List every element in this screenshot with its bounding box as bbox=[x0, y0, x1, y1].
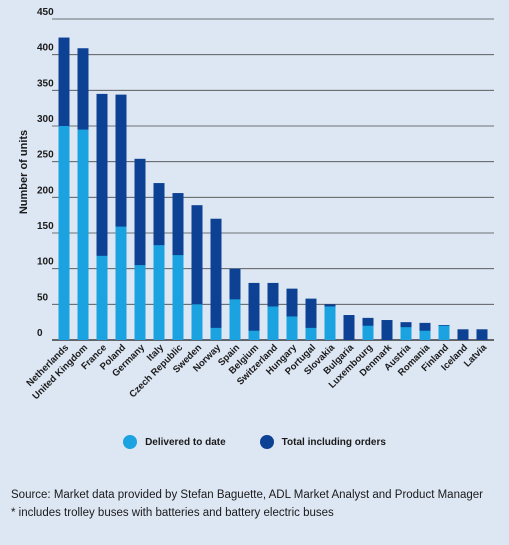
y-tick-label: 300 bbox=[37, 114, 54, 125]
bar-delivered bbox=[96, 255, 108, 340]
y-tick-label: 250 bbox=[37, 150, 54, 161]
legend-swatch-delivered bbox=[123, 435, 138, 449]
chart-legend: Delivered to date Total including orders bbox=[0, 432, 509, 452]
y-tick-label: 350 bbox=[37, 78, 54, 89]
y-tick-label: 0 bbox=[37, 328, 43, 339]
legend-item-total: Total including orders bbox=[259, 435, 386, 449]
chart-svg: 0 50 100 150 200 250 300 350 400 450 NetherlandsU… bbox=[18, 7, 494, 402]
y-tick-label: 400 bbox=[37, 43, 54, 54]
bar-total bbox=[286, 288, 298, 340]
bar-layer bbox=[58, 37, 488, 341]
legend-swatch-total bbox=[259, 435, 274, 449]
bar-delivered bbox=[134, 265, 146, 340]
bar-delivered bbox=[305, 327, 317, 340]
bar-total bbox=[248, 282, 260, 340]
y-axis-label: Number of units bbox=[18, 130, 30, 214]
bar-total bbox=[96, 93, 108, 341]
source-text: Source: Market data provided by Stefan B… bbox=[11, 489, 483, 501]
bar-delivered bbox=[438, 325, 450, 340]
bar-total bbox=[210, 218, 222, 340]
bar-total bbox=[305, 298, 317, 340]
bar-delivered bbox=[362, 325, 374, 340]
bar-total bbox=[457, 329, 469, 340]
bar-delivered bbox=[324, 306, 336, 340]
legend-label-delivered: Delivered to date bbox=[145, 436, 226, 448]
bar-total bbox=[381, 320, 393, 340]
bar-delivered bbox=[267, 306, 279, 340]
legend-label-total: Total including orders bbox=[281, 436, 386, 448]
bar-delivered bbox=[172, 255, 184, 340]
footnote-text: * includes trolley buses with batteries … bbox=[11, 507, 334, 519]
y-tick-labels: 0 50 100 150 200 250 300 350 400 450 bbox=[37, 7, 54, 339]
bar-delivered bbox=[210, 327, 222, 340]
bar-total bbox=[115, 94, 127, 340]
bar-delivered bbox=[191, 304, 203, 340]
bar-total bbox=[343, 315, 355, 340]
bar-delivered bbox=[115, 226, 127, 340]
bar-total bbox=[476, 329, 488, 340]
bar-delivered bbox=[58, 126, 70, 340]
bar-chart: 0 50 100 150 200 250 300 350 400 450 Netherlands U… bbox=[18, 7, 494, 402]
bar-delivered bbox=[248, 330, 260, 340]
bar-delivered bbox=[77, 129, 89, 340]
bar-delivered bbox=[286, 316, 298, 340]
bar-delivered bbox=[153, 245, 165, 340]
y-tick-label: 100 bbox=[37, 257, 54, 268]
legend-item-delivered: Delivered to date bbox=[123, 435, 226, 449]
bar-total bbox=[191, 205, 203, 340]
x-tick-label: Latvia bbox=[462, 342, 490, 370]
bar-delivered bbox=[400, 327, 412, 340]
y-tick-label: 200 bbox=[37, 185, 54, 196]
bar-delivered bbox=[419, 330, 431, 340]
y-tick-label: 50 bbox=[37, 292, 49, 303]
source-note: Source: Market data provided by Stefan B… bbox=[11, 486, 491, 522]
bar-total bbox=[134, 158, 146, 340]
y-tick-label: 150 bbox=[37, 221, 54, 232]
y-tick-label: 450 bbox=[37, 7, 54, 18]
bar-delivered bbox=[229, 299, 241, 340]
